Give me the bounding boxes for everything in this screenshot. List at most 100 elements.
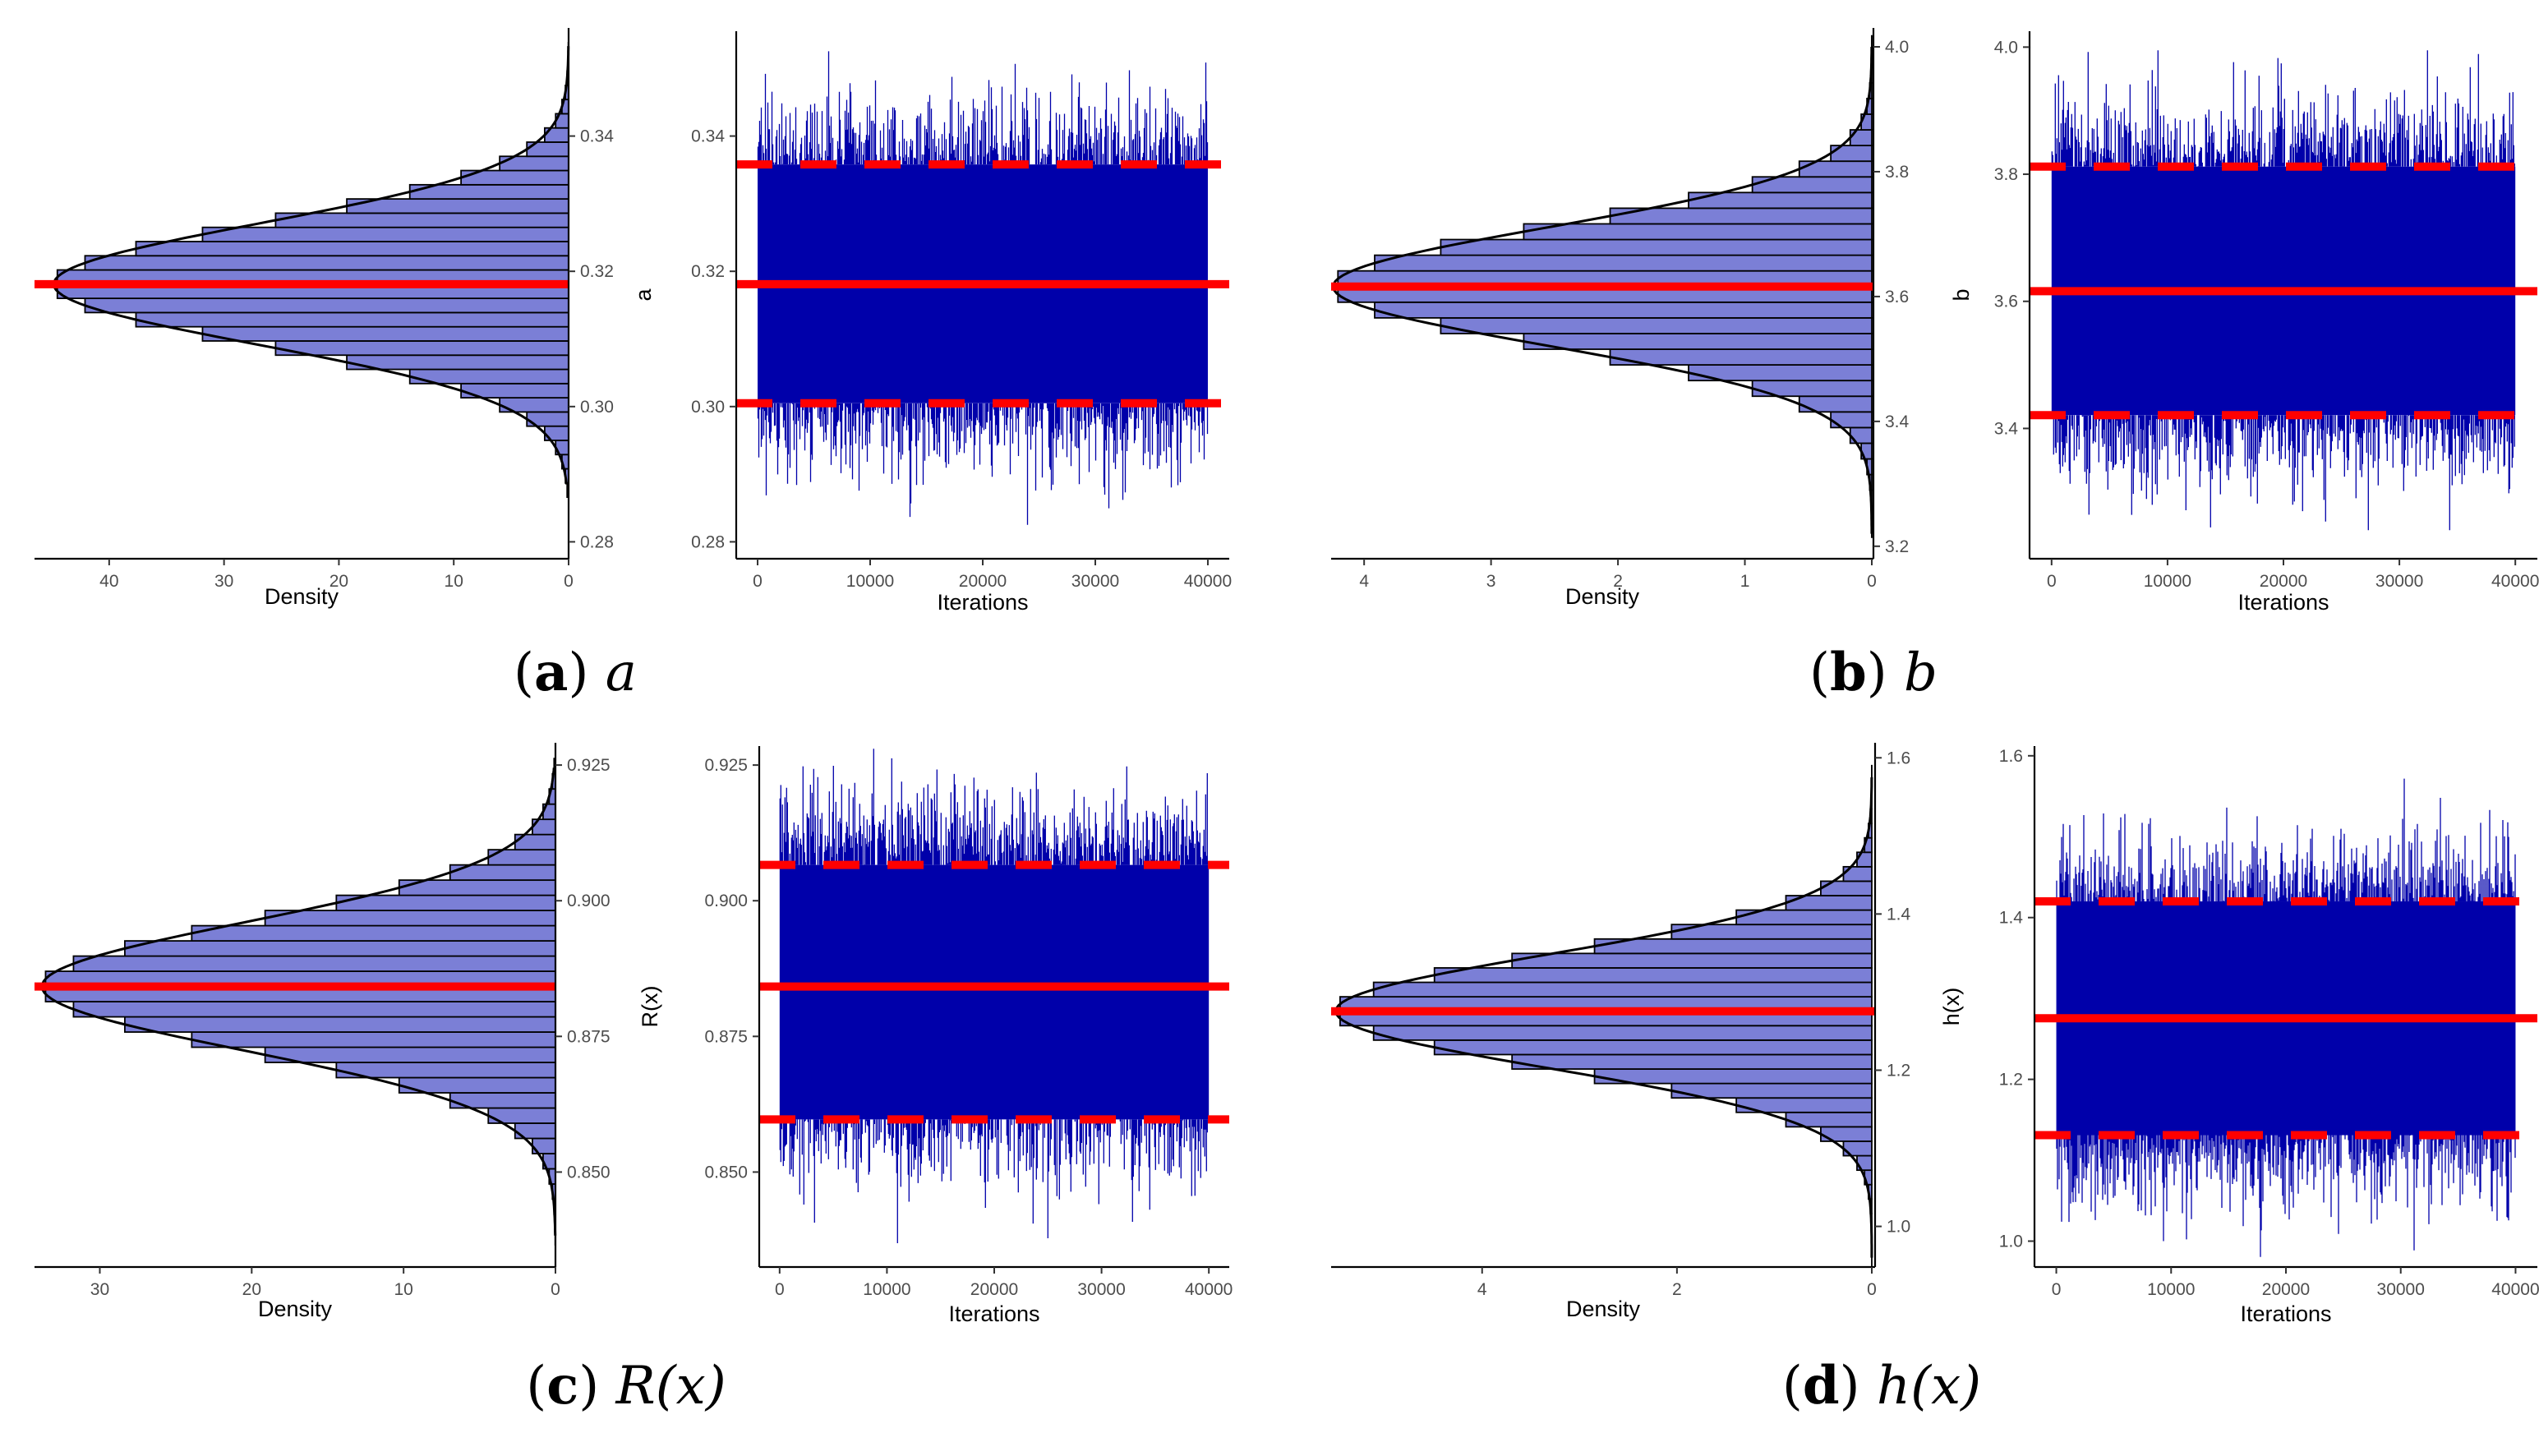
histogram-bar bbox=[124, 940, 556, 957]
y-tick-label: 0.28 bbox=[691, 532, 725, 551]
y-tick-label: 0.32 bbox=[691, 262, 725, 281]
histogram-bar bbox=[201, 325, 569, 342]
trace-spikes-upper bbox=[2056, 778, 2516, 901]
x-tick-label: 20000 bbox=[2262, 1280, 2310, 1299]
caption-variable: a bbox=[606, 643, 637, 703]
trace-R: 0 10000 20000 30000 40000 0.850 0.875 0.900 0.92… bbox=[638, 746, 1233, 1326]
y-tick-label: 0.850 bbox=[704, 1163, 748, 1182]
trace-h: 0 10000 20000 30000 40000 1.0 1.2 1.4 1.6 Iterati… bbox=[1939, 746, 2539, 1326]
y-tick-label: 0.30 bbox=[580, 398, 614, 417]
y-tick-label: 1.6 bbox=[1887, 749, 1910, 767]
y-tick-label: 3.8 bbox=[1885, 163, 1909, 182]
trace-spikes-lower bbox=[2056, 1135, 2516, 1257]
x-tick-label: 30000 bbox=[2375, 572, 2423, 591]
histogram-bar bbox=[274, 212, 569, 228]
panel-caption: (c) R(x) bbox=[526, 1355, 726, 1417]
x-tick-label: 10 bbox=[394, 1280, 412, 1299]
trace-y-label: b bbox=[1949, 288, 1974, 301]
x-tick-label: 2 bbox=[1672, 1280, 1682, 1299]
x-tick-label: 30 bbox=[90, 1280, 109, 1299]
histogram-bar bbox=[1609, 207, 1873, 225]
y-tick-label: 4.0 bbox=[1885, 38, 1909, 57]
x-tick-label: 30000 bbox=[2377, 1280, 2425, 1299]
x-tick-label: 0 bbox=[1867, 1280, 1877, 1299]
x-tick-label: 40 bbox=[99, 572, 118, 591]
x-tick-label: 0 bbox=[1867, 572, 1877, 591]
y-tick-label: 1.4 bbox=[1999, 909, 2024, 928]
x-tick-label: 0 bbox=[753, 572, 763, 591]
x-tick-label: 10000 bbox=[2144, 572, 2191, 591]
panel-caption: (b) b bbox=[1809, 642, 1938, 703]
x-tick-label: 30000 bbox=[1071, 572, 1119, 591]
trace-x-label: Iterations bbox=[948, 1302, 1039, 1326]
histogram-bars bbox=[1339, 764, 1873, 1273]
histogram-x-label: Density bbox=[1566, 1297, 1641, 1321]
histogram-bar bbox=[135, 311, 569, 328]
histogram-bar bbox=[1372, 1025, 1873, 1041]
y-tick-label: 0.925 bbox=[704, 756, 748, 775]
x-tick-label: 10000 bbox=[2147, 1280, 2195, 1299]
trace-x-label: Iterations bbox=[2237, 590, 2329, 615]
caption-paren-open: ( bbox=[526, 1356, 546, 1417]
histogram-bar bbox=[346, 354, 569, 371]
histogram-R: 30 20 10 0 0.850 0.875 0.900 0.925 Density bbox=[35, 743, 611, 1321]
y-tick-label: 3.6 bbox=[1885, 288, 1909, 306]
panel-caption: (d) h(x) bbox=[1782, 1355, 1981, 1417]
trace-x-label: Iterations bbox=[937, 590, 1028, 615]
y-tick-label: 0.28 bbox=[580, 532, 614, 551]
y-tick-label: 0.875 bbox=[704, 1027, 748, 1046]
histogram-bar bbox=[191, 1031, 556, 1048]
caption-paren-close: ) bbox=[568, 643, 605, 703]
histogram-bar bbox=[346, 198, 569, 214]
y-tick-label: 3.4 bbox=[1994, 419, 2019, 438]
histogram-bar bbox=[1523, 223, 1873, 241]
histogram-bar bbox=[1593, 938, 1873, 955]
x-tick-label: 40000 bbox=[2491, 572, 2539, 591]
histogram-bar bbox=[72, 955, 556, 972]
caption-suffix: (x) bbox=[1910, 1356, 1981, 1417]
trace-band bbox=[779, 864, 1210, 1120]
histogram-bar bbox=[191, 924, 556, 942]
trace-spikes-lower bbox=[779, 1119, 1208, 1243]
x-tick-label: 10000 bbox=[863, 1280, 910, 1299]
histogram-bar bbox=[264, 1046, 556, 1063]
histogram-bar bbox=[1593, 1068, 1873, 1085]
x-tick-label: 1 bbox=[1740, 572, 1750, 591]
x-tick-label: 4 bbox=[1359, 572, 1369, 591]
caption-label: b bbox=[1830, 642, 1867, 703]
x-tick-label: 4 bbox=[1477, 1280, 1487, 1299]
y-tick-label: 0.875 bbox=[567, 1027, 611, 1046]
histogram-bar bbox=[135, 241, 569, 257]
histogram-bar bbox=[1670, 924, 1873, 940]
histogram-h: 4 2 0 1.0 1.2 1.4 1.6 Density bbox=[1331, 743, 1911, 1321]
x-tick-label: 10 bbox=[445, 572, 463, 591]
panel-R: 30 20 10 0 0.850 0.875 0.900 0.925 Density 0 10000… bbox=[35, 743, 1233, 1417]
trace-spikes-upper bbox=[2051, 50, 2515, 167]
caption-paren-open: ( bbox=[1809, 643, 1830, 703]
histogram-bar bbox=[1440, 316, 1873, 334]
trace-spikes-lower bbox=[757, 403, 1209, 525]
histogram-bar bbox=[72, 1001, 556, 1018]
histogram-x-label: Density bbox=[265, 584, 339, 609]
caption-label: d bbox=[1803, 1355, 1840, 1417]
histogram-bar bbox=[1374, 254, 1873, 272]
trace-x-label: Iterations bbox=[2240, 1302, 2331, 1326]
histogram-bar bbox=[84, 255, 569, 271]
x-tick-label: 0 bbox=[775, 1280, 785, 1299]
x-tick-label: 20 bbox=[329, 572, 348, 591]
x-tick-label: 30 bbox=[214, 572, 233, 591]
trace-a: 0 10000 20000 30000 40000 0.28 0.30 0.32 0.34 Ite… bbox=[631, 31, 1232, 615]
x-tick-label: 20000 bbox=[2260, 572, 2307, 591]
y-tick-label: 0.30 bbox=[691, 398, 725, 417]
y-tick-label: 0.34 bbox=[691, 127, 725, 146]
x-tick-label: 0 bbox=[564, 572, 574, 591]
histogram-x-label: Density bbox=[1565, 584, 1640, 609]
y-tick-label: 3.8 bbox=[1994, 165, 2018, 184]
trace-spikes-upper bbox=[757, 51, 1209, 165]
histogram-bar bbox=[201, 226, 569, 242]
histogram-bar bbox=[1670, 1082, 1873, 1099]
y-tick-label: 0.900 bbox=[704, 892, 748, 910]
density-curve bbox=[52, 46, 570, 485]
histogram-bar bbox=[274, 340, 569, 357]
